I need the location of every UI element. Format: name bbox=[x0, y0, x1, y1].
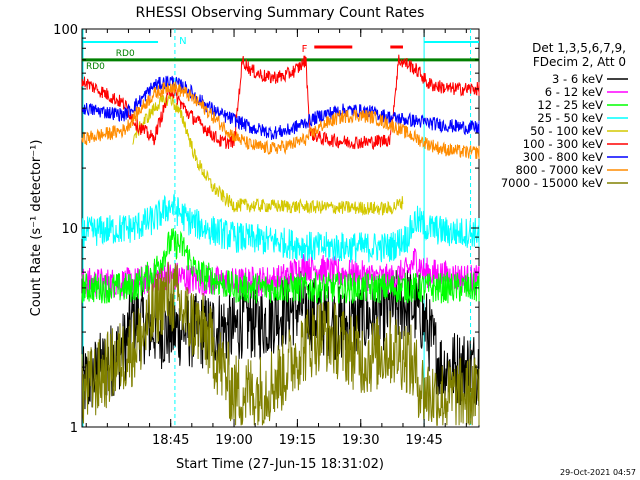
legend-entry-label: 300 - 800 keV bbox=[523, 150, 603, 164]
legend-entry-label: 3 - 6 keV bbox=[552, 72, 603, 86]
y-axis-label: Count Rate (s⁻¹ detector⁻¹) bbox=[29, 140, 44, 317]
rd0-label: RD0 bbox=[86, 62, 105, 72]
legend-entry-label: 6 - 12 keV bbox=[545, 85, 603, 99]
legend: Det 1,3,5,6,7,9, FDecim 2, Att 0 3 - 6 k… bbox=[501, 41, 628, 190]
data-series bbox=[81, 54, 480, 426]
series-line bbox=[81, 261, 480, 426]
legend-header-line2: FDecim 2, Att 0 bbox=[533, 55, 626, 69]
legend-entry-label: 100 - 300 keV bbox=[523, 137, 603, 151]
series-line bbox=[81, 54, 480, 150]
x-tick-label: 18:45 bbox=[152, 433, 189, 448]
legend-entry-label: 25 - 50 keV bbox=[537, 111, 603, 125]
series-line bbox=[81, 75, 480, 140]
series-line bbox=[132, 94, 404, 216]
series-line bbox=[81, 81, 480, 159]
y-tick-label: 10 bbox=[61, 222, 78, 237]
legend-entry-label: 50 - 100 keV bbox=[530, 124, 603, 138]
flare-label: F bbox=[302, 44, 308, 55]
series-line bbox=[81, 228, 480, 304]
y-tick-label: 1 bbox=[70, 421, 78, 436]
x-tick-label: 19:00 bbox=[215, 433, 252, 448]
x-tick-label: 19:15 bbox=[279, 433, 316, 448]
legend-entry-label: 7000 - 15000 keV bbox=[501, 176, 603, 190]
chart-title: RHESSI Observing Summary Count Rates bbox=[136, 5, 425, 21]
axes: 18:45 19:00 19:15 19:30 19:45 1 10 100 bbox=[53, 23, 479, 448]
legend-header-line1: Det 1,3,5,6,7,9, bbox=[532, 41, 626, 55]
x-tick-label: 19:30 bbox=[342, 433, 379, 448]
night-label: N bbox=[179, 36, 186, 47]
legend-entry-label: 800 - 7000 keV bbox=[515, 163, 603, 177]
series-line bbox=[81, 193, 480, 263]
footer-date: 29-Oct-2021 04:57 bbox=[560, 468, 636, 477]
y-tick-label: 100 bbox=[53, 23, 78, 38]
x-axis-label: Start Time (27-Jun-15 18:31:02) bbox=[176, 457, 384, 472]
rd0-label: RD0 bbox=[116, 49, 135, 59]
x-tick-label: 19:45 bbox=[405, 433, 442, 448]
legend-entry-label: 12 - 25 keV bbox=[537, 98, 603, 112]
